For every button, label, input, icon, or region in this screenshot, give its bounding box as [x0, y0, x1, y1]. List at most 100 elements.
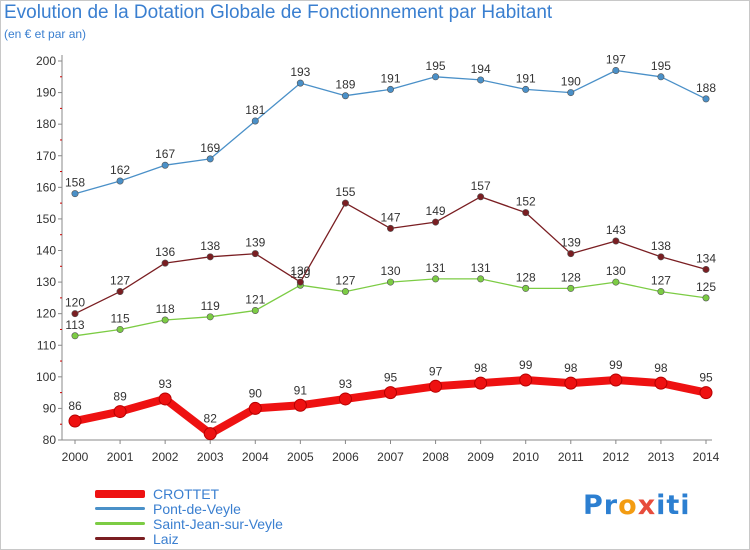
data-point-laiz [206, 253, 214, 261]
logo-letter: r [603, 490, 619, 521]
data-label-saint-jean-sur-veyle: 131 [471, 261, 491, 275]
logo-letter: P [583, 490, 604, 521]
data-point-crottet [429, 379, 443, 393]
data-point-pont-de-veyle [161, 161, 169, 169]
data-point-saint-jean-sur-veyle [341, 288, 349, 296]
x-tick-label: 2010 [512, 450, 539, 464]
data-label-pont-de-veyle: 191 [380, 71, 400, 85]
data-label-pont-de-veyle: 189 [335, 78, 355, 92]
data-point-laiz [567, 250, 575, 258]
y-tick-label: 180 [36, 117, 56, 131]
data-point-pont-de-veyle [612, 66, 620, 74]
data-label-laiz: 155 [335, 185, 355, 199]
data-label-crottet: 95 [699, 371, 713, 385]
data-point-laiz [341, 199, 349, 207]
data-point-saint-jean-sur-veyle [477, 275, 485, 283]
data-point-crottet [68, 414, 82, 428]
data-point-saint-jean-sur-veyle [251, 307, 259, 315]
data-label-crottet: 98 [474, 361, 488, 375]
data-label-saint-jean-sur-veyle: 113 [65, 318, 84, 332]
x-tick-label: 2011 [558, 450, 584, 464]
y-tick-label: 80 [43, 433, 57, 447]
data-label-saint-jean-sur-veyle: 119 [201, 299, 220, 313]
legend-label: Laiz [153, 530, 179, 547]
y-tick-label: 200 [36, 54, 56, 68]
data-label-pont-de-veyle: 195 [426, 59, 446, 73]
data-point-saint-jean-sur-veyle [612, 278, 620, 286]
data-point-saint-jean-sur-veyle [116, 325, 124, 333]
data-point-laiz [657, 253, 665, 261]
proxiti-logo: Proxiti [583, 490, 691, 521]
data-label-pont-de-veyle: 194 [471, 62, 491, 76]
data-label-crottet: 97 [429, 364, 443, 378]
data-label-crottet: 99 [609, 358, 623, 372]
data-point-saint-jean-sur-veyle [567, 284, 575, 292]
logo-letter: x [637, 490, 657, 521]
data-label-pont-de-veyle: 162 [110, 163, 130, 177]
data-label-pont-de-veyle: 167 [155, 147, 175, 161]
data-point-pont-de-veyle [251, 117, 259, 125]
legend-item: Saint-Jean-sur-Veyle [95, 516, 283, 532]
x-tick-label: 2013 [648, 450, 675, 464]
data-point-pont-de-veyle [522, 85, 530, 93]
legend-swatch [95, 522, 145, 525]
data-point-saint-jean-sur-veyle [71, 332, 79, 340]
data-label-saint-jean-sur-veyle: 128 [561, 270, 581, 284]
data-label-crottet: 98 [564, 361, 578, 375]
x-tick-label: 2002 [152, 450, 179, 464]
data-label-laiz: 130 [290, 264, 310, 278]
data-point-laiz [116, 288, 124, 296]
y-tick-label: 90 [43, 401, 57, 415]
x-tick-label: 2014 [693, 450, 720, 464]
data-label-laiz: 143 [606, 223, 626, 237]
data-point-saint-jean-sur-veyle [657, 288, 665, 296]
data-label-laiz: 139 [245, 236, 265, 250]
x-tick-label: 2000 [62, 450, 89, 464]
data-label-saint-jean-sur-veyle: 131 [426, 261, 446, 275]
legend-item: Pont-de-Veyle [95, 501, 283, 517]
legend-swatch [95, 507, 145, 510]
data-label-crottet: 90 [249, 386, 263, 400]
x-tick-label: 2006 [332, 450, 359, 464]
data-point-laiz [612, 237, 620, 245]
x-tick-label: 2004 [242, 450, 269, 464]
data-point-pont-de-veyle [432, 73, 440, 81]
data-label-pont-de-veyle: 193 [290, 65, 310, 79]
data-point-saint-jean-sur-veyle [206, 313, 214, 321]
data-point-crottet [113, 405, 127, 419]
data-point-pont-de-veyle [296, 79, 304, 87]
data-point-laiz [296, 278, 304, 286]
data-label-pont-de-veyle: 188 [696, 81, 716, 95]
logo-letter: i [656, 490, 667, 521]
data-point-crottet [384, 386, 397, 400]
data-label-saint-jean-sur-veyle: 115 [111, 311, 130, 325]
data-point-crottet [338, 392, 352, 406]
data-label-laiz: 149 [426, 204, 446, 218]
data-label-laiz: 136 [155, 245, 175, 259]
data-label-saint-jean-sur-veyle: 130 [606, 264, 626, 278]
chart-legend: CROTTET Pont-de-Veyle Saint-Jean-sur-Veyle… [95, 486, 283, 547]
data-point-pont-de-veyle [206, 155, 214, 163]
data-label-laiz: 157 [471, 179, 491, 193]
data-label-saint-jean-sur-veyle: 118 [156, 302, 175, 316]
data-point-laiz [161, 259, 169, 267]
logo-letter: i [680, 490, 691, 521]
data-label-crottet: 99 [519, 358, 533, 372]
chart-subtitle: (en € et par an) [4, 27, 87, 41]
data-point-crottet [699, 386, 713, 400]
data-label-laiz: 147 [380, 210, 400, 224]
data-label-laiz: 138 [651, 239, 671, 253]
y-tick-label: 130 [36, 275, 56, 289]
legend-item: Laiz [95, 530, 283, 547]
data-label-pont-de-veyle: 195 [651, 59, 671, 73]
data-point-saint-jean-sur-veyle [386, 278, 394, 286]
data-label-saint-jean-sur-veyle: 127 [335, 274, 355, 288]
x-tick-label: 2009 [467, 450, 494, 464]
data-label-crottet: 91 [294, 383, 308, 397]
data-point-saint-jean-sur-veyle [432, 275, 440, 283]
data-label-saint-jean-sur-veyle: 130 [380, 264, 400, 278]
data-label-crottet: 98 [654, 361, 668, 375]
data-label-crottet: 93 [158, 377, 172, 391]
data-label-pont-de-veyle: 191 [516, 71, 536, 85]
